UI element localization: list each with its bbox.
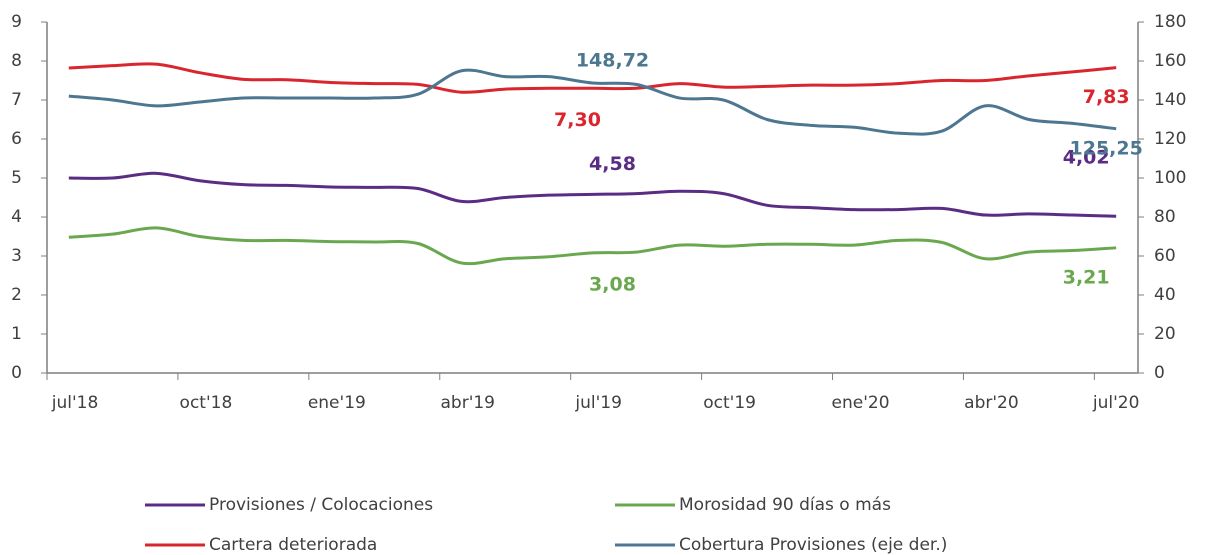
y2-tick-label: 40 [1154,285,1176,305]
y-tick-label: 0 [11,363,22,383]
value-label: 4,58 [589,153,636,175]
y-tick-label: 3 [11,246,22,266]
y-tick-label: 8 [11,51,22,71]
y2-tick-label: 140 [1154,90,1186,110]
value-label: 7,30 [554,109,601,131]
x-tick-label: jul'19 [574,393,622,413]
y2-tick-label: 80 [1154,207,1176,227]
y2-tick-label: 100 [1154,168,1186,188]
x-tick-label: abr'19 [441,393,496,413]
y2-tick-label: 60 [1154,246,1176,266]
y-tick-label: 5 [11,168,22,188]
value-label: 148,72 [576,49,649,71]
y-tick-label: 2 [11,285,22,305]
y2-tick-label: 0 [1154,363,1165,383]
y2-tick-label: 160 [1154,51,1186,71]
series-line [68,226,1117,266]
series-line [68,171,1117,218]
y-tick-label: 7 [11,90,22,110]
x-tick-label: oct'19 [703,393,756,413]
x-tick-label: ene'20 [832,393,890,413]
y-tick-label: 4 [11,207,22,227]
value-label: 3,08 [589,273,636,295]
value-label: 7,83 [1083,86,1130,108]
legend-label: Provisiones / Colocaciones [209,495,433,515]
series-line [68,62,1117,94]
x-tick-label: oct'18 [180,393,233,413]
y2-tick-label: 20 [1154,324,1176,344]
legend-label: Cartera deteriorada [209,535,377,555]
y2-tick-label: 120 [1154,129,1186,149]
legend-label: Morosidad 90 días o más [679,495,891,515]
value-label: 125,25 [1070,137,1143,159]
x-tick-label: jul'20 [1092,393,1140,413]
y-tick-label: 9 [11,12,22,32]
legend-label: Cobertura Provisiones (eje der.) [679,535,947,555]
x-tick-label: ene'19 [308,393,366,413]
x-tick-label: abr'20 [964,393,1019,413]
series-line [68,68,1117,136]
y-tick-label: 6 [11,129,22,149]
value-label: 3,21 [1063,266,1110,288]
x-tick-label: jul'18 [51,393,99,413]
value-label: 4,02 [1063,147,1110,169]
y-tick-label: 1 [11,324,22,344]
y2-tick-label: 180 [1154,12,1186,32]
